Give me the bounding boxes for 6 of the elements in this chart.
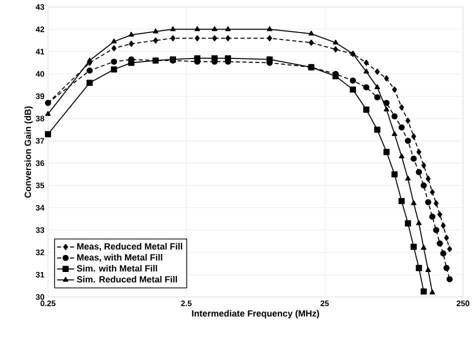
legend-label: Meas, with Metal Fill — [77, 254, 162, 262]
legend-label: Sim. Reduced Metal Fill — [76, 276, 177, 283]
legend-label: Sim. with Metal Fill — [76, 264, 158, 272]
y-axis-title: Conversion Gain (dB) — [24, 106, 33, 198]
legend-label: Meas, Reduced Metal Fill — [77, 242, 182, 251]
x-axis-title: Intermediate Frequency (MHz) — [192, 310, 320, 318]
